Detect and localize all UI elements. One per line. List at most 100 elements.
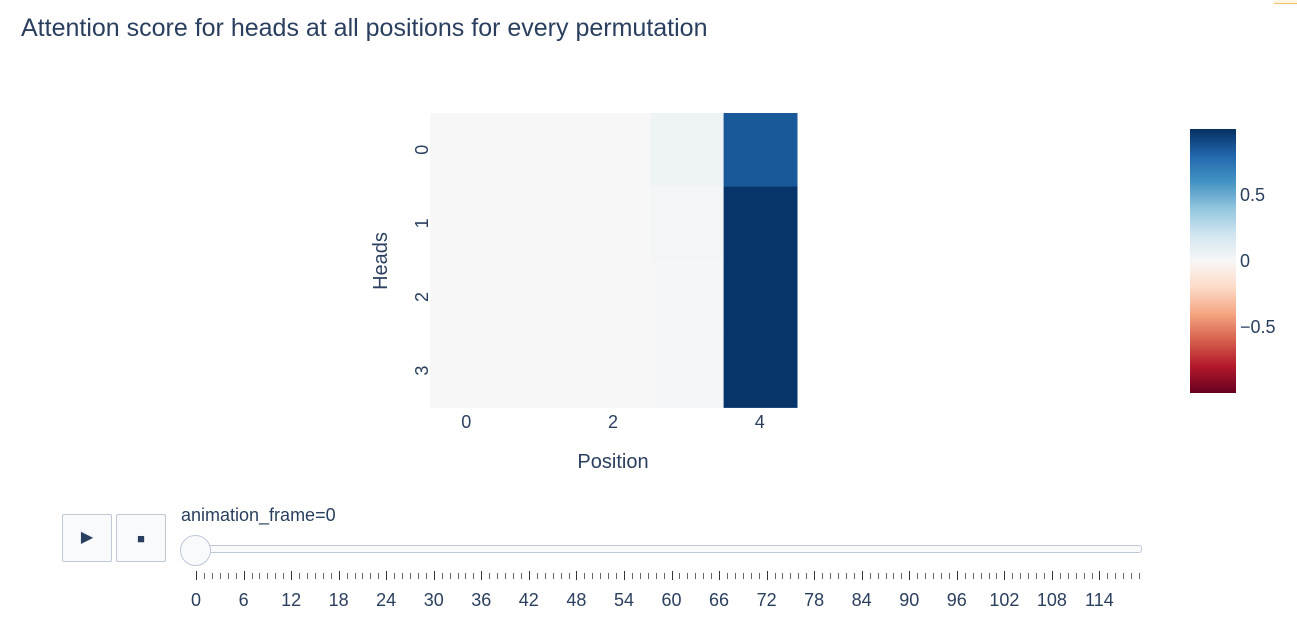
slider-tick	[275, 573, 277, 579]
slider-tick	[370, 573, 372, 579]
slider-tick	[600, 573, 602, 579]
slider-tick	[1028, 573, 1030, 579]
slider-tick	[1067, 573, 1069, 579]
slider-tick	[845, 573, 847, 579]
heatmap-cell	[723, 260, 798, 335]
play-button[interactable]: ▶	[62, 514, 112, 562]
slider-tick	[196, 571, 197, 580]
slider-tick-label[interactable]: 24	[376, 590, 397, 610]
slider-tick-label[interactable]: 102	[989, 590, 1020, 610]
slider-tick-label[interactable]: 18	[328, 590, 349, 610]
slider-tick	[338, 571, 340, 580]
heatmap-cell	[503, 113, 578, 188]
slider-tick	[1012, 573, 1014, 579]
slider-tick	[861, 571, 863, 580]
slider-tick-label[interactable]: 84	[851, 590, 872, 610]
colorbar-tick-label: 0.5	[1240, 185, 1265, 205]
slider-tick	[750, 573, 752, 579]
slider-tick	[1139, 573, 1141, 579]
slider-tick	[560, 573, 562, 579]
slider-tick	[203, 573, 205, 579]
slider-tick	[425, 573, 427, 579]
slider-tick	[227, 573, 229, 579]
slider-tick	[869, 573, 871, 579]
slider-tick	[457, 573, 459, 579]
slider-tick	[806, 573, 808, 579]
y-tick-label: 0	[412, 145, 432, 155]
slider-tick	[631, 573, 633, 579]
slider-tick	[299, 573, 300, 579]
slider-tick	[663, 573, 665, 579]
slider-tick	[520, 573, 522, 579]
slider-tick-label[interactable]: 96	[946, 590, 967, 610]
slider-tick	[917, 573, 919, 579]
slider-tick-label[interactable]: 6	[238, 590, 249, 610]
slider-rail[interactable]	[196, 545, 1142, 553]
slider-tick	[822, 573, 824, 579]
slider-tick	[1059, 573, 1061, 579]
slider-tick	[283, 573, 285, 579]
x-axis-label: Position	[577, 451, 648, 473]
slider-tick	[624, 571, 625, 580]
slider-tick-label[interactable]: 36	[471, 590, 492, 610]
heatmap-cell	[576, 260, 651, 335]
slider-tick-label[interactable]: 54	[613, 590, 635, 610]
animation-frame-label: animation_frame=0	[181, 505, 336, 525]
slider-tick	[378, 573, 380, 579]
slider-tick	[790, 573, 792, 579]
slider-tick-label[interactable]: 114	[1085, 590, 1114, 610]
slider-tick	[465, 573, 467, 579]
heatmap-cell	[650, 333, 725, 408]
slider-tick-label[interactable]: 48	[566, 590, 587, 610]
slider-tick	[1131, 573, 1133, 579]
colorbar-tick-label: −0.5	[1240, 317, 1276, 337]
slider-tick	[703, 573, 705, 579]
slider-tick	[639, 573, 641, 579]
slider-tick	[211, 573, 213, 579]
slider-tick	[909, 571, 911, 580]
slider-thumb[interactable]	[180, 535, 211, 566]
slider-tick	[608, 573, 610, 579]
slider-tick-label[interactable]: 42	[518, 590, 539, 610]
slider-tick	[243, 571, 245, 580]
slider-tick	[837, 573, 839, 579]
x-tick-label: 4	[755, 412, 765, 432]
stop-button[interactable]: ■	[116, 514, 166, 562]
slider-tick	[1020, 573, 1022, 579]
heatmap-cell	[430, 333, 504, 408]
slider-tick	[719, 571, 720, 580]
slider-tick-label[interactable]: 30	[423, 590, 444, 610]
y-axis-ticks: 0 1 2 3	[412, 145, 432, 376]
slider-tick	[552, 573, 554, 579]
slider-tick-label[interactable]: 66	[708, 590, 730, 610]
slider-tick	[481, 571, 483, 580]
heatmap-cell	[503, 260, 578, 335]
slider-tick	[346, 573, 348, 579]
slider-tick	[798, 573, 800, 579]
slider-tick-label[interactable]: 90	[899, 590, 920, 610]
slider-tick	[386, 571, 388, 580]
heatmap-cell	[430, 186, 504, 261]
slider-tick	[996, 573, 998, 579]
slider-tick-label[interactable]: 12	[281, 590, 302, 610]
slider-tick	[259, 573, 261, 579]
slider-tick-label[interactable]: 60	[661, 590, 682, 610]
colorbar-ticks: 0.5 0 −0.5	[1240, 185, 1276, 337]
x-tick-label: 0	[461, 412, 471, 432]
heatmap-cell	[576, 113, 651, 188]
slider-tick	[354, 573, 356, 579]
slider-tick-label[interactable]: 78	[804, 590, 825, 610]
slider-tick	[671, 571, 673, 580]
corner-tab	[1274, 0, 1297, 4]
heatmap-cell	[430, 260, 504, 335]
colorbar-tick-label: 0	[1240, 251, 1250, 271]
slider-tick	[980, 573, 982, 579]
slider-tick-label[interactable]: 72	[756, 590, 777, 610]
slider-tick	[1083, 573, 1085, 579]
slider-tick	[513, 573, 514, 579]
slider-tick-label[interactable]: 0	[190, 590, 202, 610]
slider-tick	[925, 573, 927, 579]
slider-tick	[727, 573, 728, 579]
slider-tick-label[interactable]: 108	[1036, 590, 1067, 610]
heatmap-cell	[650, 113, 725, 188]
